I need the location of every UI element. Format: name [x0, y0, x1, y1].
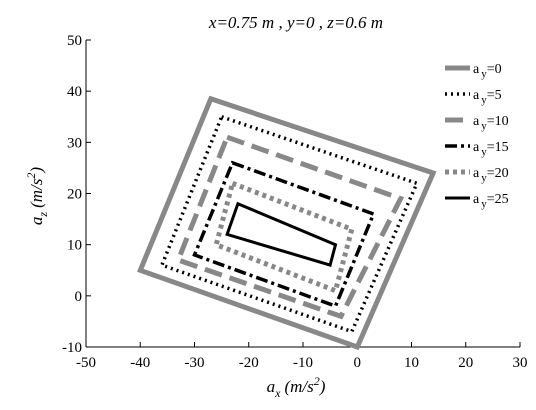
series-line-2: [174, 134, 405, 320]
legend-label-base: a: [473, 140, 480, 155]
series-line-0: [136, 95, 437, 351]
legend-label-eq: =5: [487, 88, 502, 103]
legend-label-5: a y=25: [473, 192, 509, 210]
x-tick-label: 10: [404, 355, 419, 371]
series-line-3: [192, 160, 376, 309]
y-ticks: -10 0 10 20 30 40 50: [62, 33, 91, 356]
legend-label-eq: =20: [487, 166, 509, 181]
x-tick-label: 0: [354, 355, 362, 371]
legend-label-eq: =0: [487, 62, 502, 77]
legend: a y=0a y=5a y=10a y=15a y=20a y=25: [445, 62, 509, 210]
legend-label-sub: y: [481, 172, 487, 184]
x-tick-label: -30: [185, 355, 205, 371]
legend-label-sub: y: [481, 146, 487, 158]
legend-label-base: a: [473, 114, 480, 129]
legend-label-sub: y: [481, 94, 487, 106]
legend-label-base: a: [473, 192, 480, 207]
legend-label-base: a: [473, 88, 480, 103]
legend-label-base: a: [473, 62, 480, 77]
x-tick-label: 30: [513, 355, 528, 371]
y-tick-label: 40: [67, 84, 82, 100]
legend-label-1: a y=5: [473, 88, 502, 106]
x-tick-label: -10: [293, 355, 313, 371]
series-line-5: [225, 201, 338, 267]
y-tick-label: -10: [62, 340, 82, 356]
y-tick-label: 20: [67, 187, 82, 203]
legend-label-sub: y: [481, 120, 487, 132]
legend-label-eq: =15: [487, 140, 509, 155]
legend-label-3: a y=15: [473, 140, 509, 158]
y-tick-label: 30: [67, 135, 82, 151]
y-tick-label: 10: [67, 238, 82, 254]
series-group: [136, 95, 437, 351]
legend-label-sub: y: [481, 68, 487, 80]
legend-label-eq: =10: [487, 114, 509, 129]
legend-label-4: a y=20: [473, 166, 509, 184]
x-axis-label: ax (m/s2): [267, 374, 326, 400]
legend-label-base: a: [473, 166, 480, 181]
y-tick-label: 50: [67, 33, 82, 49]
legend-label-0: a y=0: [473, 62, 502, 80]
axes: [85, 40, 520, 348]
chart-title: x=0.75 m , y=0 , z=0.6 m: [208, 13, 383, 32]
x-tick-label: -50: [76, 355, 96, 371]
x-tick-label: -20: [239, 355, 259, 371]
legend-label-sub: y: [481, 198, 487, 210]
legend-label-2: a y=10: [473, 114, 509, 132]
y-axis-label: az(m/s2): [24, 167, 50, 225]
x-tick-label: 20: [458, 355, 473, 371]
y-tick-label: 0: [75, 289, 83, 305]
legend-label-eq: =25: [487, 192, 509, 207]
x-tick-label: -40: [130, 355, 150, 371]
x-ticks: -50 -40 -30 -20 -10 0 10 20 30: [76, 342, 528, 371]
